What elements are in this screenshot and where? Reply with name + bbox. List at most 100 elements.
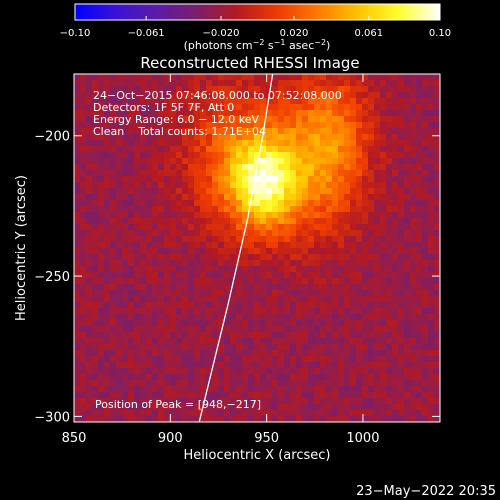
- heatmap-cell: [272, 368, 278, 374]
- heatmap-cell: [104, 362, 110, 368]
- heatmap-cell: [248, 158, 254, 164]
- heatmap-cell: [278, 80, 284, 86]
- heatmap-cell: [134, 242, 140, 248]
- heatmap-cell: [350, 314, 356, 320]
- heatmap-cell: [230, 176, 236, 182]
- heatmap-cell: [314, 314, 320, 320]
- heatmap-cell: [272, 116, 278, 122]
- heatmap-cell: [254, 218, 260, 224]
- heatmap-cell: [338, 176, 344, 182]
- heatmap-cell: [158, 134, 164, 140]
- heatmap-cell: [134, 182, 140, 188]
- heatmap-cell: [320, 140, 326, 146]
- heatmap-cell: [152, 356, 158, 362]
- heatmap-cell: [374, 92, 380, 98]
- heatmap-cell: [170, 320, 176, 326]
- heatmap-cell: [362, 260, 368, 266]
- heatmap-cell: [434, 296, 440, 302]
- heatmap-cell: [116, 332, 122, 338]
- heatmap-cell: [212, 338, 218, 344]
- heatmap-cell: [164, 248, 170, 254]
- heatmap-cell: [320, 368, 326, 374]
- heatmap-cell: [314, 122, 320, 128]
- heatmap-cell: [80, 284, 86, 290]
- heatmap-cell: [122, 386, 128, 392]
- heatmap-cell: [344, 296, 350, 302]
- heatmap-cell: [254, 314, 260, 320]
- heatmap-cell: [146, 314, 152, 320]
- heatmap-cell: [242, 326, 248, 332]
- heatmap-cell: [254, 74, 260, 80]
- heatmap-cell: [434, 302, 440, 308]
- heatmap-cell: [434, 362, 440, 368]
- heatmap-cell: [260, 296, 266, 302]
- heatmap-cell: [248, 218, 254, 224]
- heatmap-cell: [338, 74, 344, 80]
- heatmap-cell: [248, 230, 254, 236]
- heatmap-cell: [128, 338, 134, 344]
- heatmap-cell: [158, 86, 164, 92]
- heatmap-cell: [224, 182, 230, 188]
- heatmap-cell: [326, 356, 332, 362]
- heatmap-cell: [86, 86, 92, 92]
- heatmap-cell: [404, 410, 410, 416]
- heatmap-cell: [416, 110, 422, 116]
- heatmap-cell: [332, 332, 338, 338]
- heatmap-cell: [434, 344, 440, 350]
- heatmap-cell: [86, 218, 92, 224]
- heatmap-cell: [338, 284, 344, 290]
- heatmap-cell: [374, 206, 380, 212]
- heatmap-cell: [434, 134, 440, 140]
- heatmap-cell: [290, 110, 296, 116]
- heatmap-cell: [134, 410, 140, 416]
- heatmap-cell: [278, 176, 284, 182]
- heatmap-cell: [200, 116, 206, 122]
- heatmap-cell: [182, 266, 188, 272]
- heatmap-cell: [326, 224, 332, 230]
- heatmap-cell: [254, 128, 260, 134]
- heatmap-cell: [92, 92, 98, 98]
- heatmap-cell: [188, 326, 194, 332]
- heatmap-cell: [428, 74, 434, 80]
- heatmap-cell: [242, 386, 248, 392]
- heatmap-cell: [158, 380, 164, 386]
- heatmap-cell: [428, 194, 434, 200]
- heatmap-cell: [356, 254, 362, 260]
- heatmap-cell: [128, 410, 134, 416]
- heatmap-cell: [338, 236, 344, 242]
- heatmap-cell: [110, 182, 116, 188]
- heatmap-cell: [326, 332, 332, 338]
- heatmap-cell: [254, 170, 260, 176]
- heatmap-cell: [194, 350, 200, 356]
- heatmap-cell: [236, 260, 242, 266]
- heatmap-cell: [248, 308, 254, 314]
- heatmap-cell: [302, 110, 308, 116]
- heatmap-cell: [422, 116, 428, 122]
- heatmap-cell: [212, 134, 218, 140]
- heatmap-cell: [338, 206, 344, 212]
- heatmap-cell: [92, 74, 98, 80]
- heatmap-cell: [368, 350, 374, 356]
- heatmap-cell: [188, 308, 194, 314]
- heatmap-cell: [356, 224, 362, 230]
- heatmap-cell: [182, 362, 188, 368]
- heatmap-cell: [356, 92, 362, 98]
- heatmap-cell: [338, 356, 344, 362]
- heatmap-cell: [290, 404, 296, 410]
- heatmap-cell: [134, 176, 140, 182]
- heatmap-cell: [230, 296, 236, 302]
- heatmap-cell: [104, 104, 110, 110]
- heatmap-cell: [254, 284, 260, 290]
- heatmap-cell: [182, 356, 188, 362]
- heatmap-cell: [188, 392, 194, 398]
- heatmap-cell: [98, 338, 104, 344]
- heatmap-cell: [92, 344, 98, 350]
- heatmap-cell: [308, 164, 314, 170]
- heatmap-cell: [158, 122, 164, 128]
- heatmap-cell: [182, 140, 188, 146]
- heatmap-cell: [422, 86, 428, 92]
- heatmap-cell: [314, 164, 320, 170]
- heatmap-cell: [242, 278, 248, 284]
- heatmap-cell: [80, 278, 86, 284]
- heatmap-cell: [284, 152, 290, 158]
